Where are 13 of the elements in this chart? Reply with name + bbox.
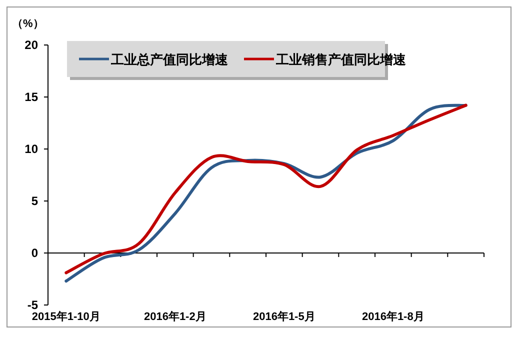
y-tick-label: 5 [31, 194, 38, 208]
y-tick-label: 20 [24, 38, 38, 52]
y-tick-label: -5 [27, 298, 38, 312]
y-tick-label: 10 [24, 142, 38, 156]
x-tick-label: 2016年1-5月 [252, 310, 316, 323]
y-tick-label: 0 [31, 246, 38, 260]
legend-label: 工业销售产值同比增速 [275, 52, 407, 67]
x-tick-label: 2016年1-8月 [362, 310, 424, 323]
x-tick-label: 2016年1-2月 [144, 310, 206, 323]
y-tick-label: 15 [24, 90, 38, 104]
y-axis-title: （%） [12, 18, 44, 30]
legend-label: 工业总产值同比增速 [110, 52, 229, 67]
x-tick-label: 2015年1-10月 [32, 310, 100, 323]
